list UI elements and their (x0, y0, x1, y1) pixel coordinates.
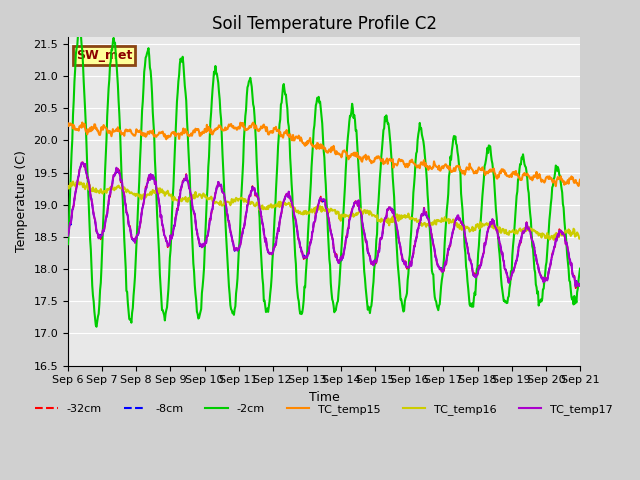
-8cm (79, 160, 87, 166)
TC_temp16 (387, 219, 394, 225)
-32cm (127, 228, 134, 234)
Line: -8cm: -8cm (68, 163, 580, 287)
Line: TC_temp17: TC_temp17 (68, 163, 580, 287)
-8cm (64, 231, 72, 237)
-32cm (206, 216, 214, 222)
TC_temp17 (74, 180, 81, 186)
-32cm (74, 180, 81, 186)
TC_temp15 (74, 127, 81, 133)
Legend: -32cm, -8cm, -2cm, TC_temp15, TC_temp16, TC_temp17: -32cm, -8cm, -2cm, TC_temp15, TC_temp16,… (31, 399, 617, 419)
TC_temp15 (64, 120, 72, 126)
-8cm (402, 260, 410, 266)
TC_temp16 (127, 190, 134, 195)
-32cm (576, 281, 584, 287)
-8cm (74, 180, 81, 185)
-32cm (179, 178, 186, 184)
-8cm (572, 284, 580, 289)
-8cm (206, 218, 214, 224)
TC_temp17 (572, 284, 580, 289)
-32cm (79, 159, 86, 165)
-2cm (387, 153, 395, 159)
TC_temp16 (550, 237, 557, 242)
TC_temp15 (387, 157, 394, 163)
-2cm (576, 266, 584, 272)
-2cm (75, 27, 83, 33)
TC_temp15 (206, 126, 214, 132)
TC_temp16 (64, 185, 72, 191)
TC_temp16 (74, 179, 82, 184)
TC_temp17 (402, 259, 410, 265)
-2cm (207, 119, 214, 124)
-8cm (127, 229, 134, 235)
-2cm (403, 293, 410, 299)
TC_temp17 (179, 180, 186, 185)
-2cm (93, 324, 100, 330)
TC_temp17 (576, 282, 584, 288)
TC_temp17 (127, 230, 134, 236)
-2cm (64, 241, 72, 247)
TC_temp15 (79, 120, 86, 125)
TC_temp16 (402, 215, 410, 221)
TC_temp15 (552, 183, 559, 189)
-32cm (402, 258, 410, 264)
-32cm (572, 285, 580, 291)
TC_temp16 (576, 235, 584, 241)
-32cm (387, 205, 394, 211)
Line: TC_temp16: TC_temp16 (68, 181, 580, 240)
TC_temp16 (179, 195, 186, 201)
-8cm (576, 282, 584, 288)
TC_temp17 (79, 160, 87, 166)
TC_temp17 (387, 205, 394, 211)
Title: Soil Temperature Profile C2: Soil Temperature Profile C2 (211, 15, 436, 33)
-32cm (64, 232, 72, 238)
TC_temp16 (74, 181, 81, 187)
-8cm (387, 205, 394, 211)
-2cm (127, 320, 135, 325)
TC_temp17 (206, 217, 214, 223)
-2cm (74, 42, 81, 48)
Line: TC_temp15: TC_temp15 (68, 122, 580, 186)
Line: -32cm: -32cm (68, 162, 580, 288)
TC_temp15 (127, 127, 134, 133)
Text: SW_met: SW_met (76, 48, 132, 61)
TC_temp15 (576, 177, 584, 182)
-2cm (180, 61, 188, 67)
-8cm (179, 179, 186, 185)
X-axis label: Time: Time (308, 391, 339, 404)
TC_temp15 (402, 164, 410, 170)
Y-axis label: Temperature (C): Temperature (C) (15, 151, 28, 252)
TC_temp15 (179, 129, 186, 134)
TC_temp17 (64, 233, 72, 239)
Line: -2cm: -2cm (68, 30, 580, 327)
TC_temp16 (206, 196, 214, 202)
